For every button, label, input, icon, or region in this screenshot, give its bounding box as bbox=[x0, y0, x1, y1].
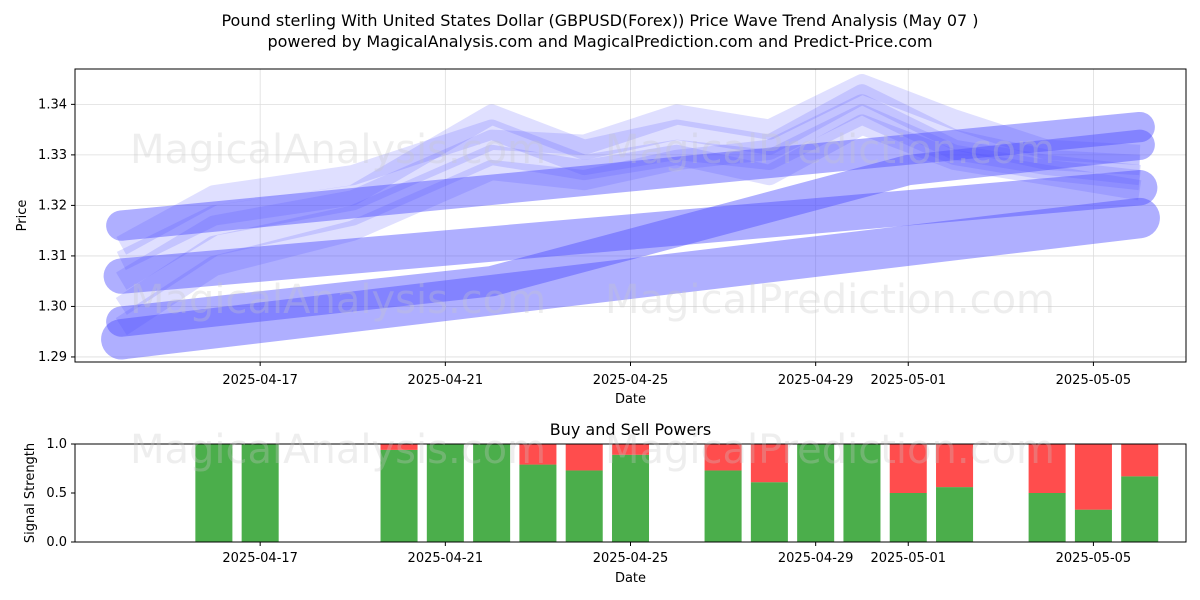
watermark: MagicalAnalysis.com bbox=[130, 427, 546, 473]
x-axis-label: Date bbox=[615, 392, 646, 407]
x-tick-label: 2025-05-05 bbox=[1056, 373, 1132, 388]
sell-bar bbox=[1028, 444, 1066, 493]
trend-bands bbox=[101, 74, 1160, 360]
y-tick-label: 0.5 bbox=[46, 486, 67, 501]
band-trend-upper bbox=[106, 111, 1155, 241]
watermark: MagicalPrediction.com bbox=[605, 427, 1055, 473]
x-tick-label: 2025-04-17 bbox=[222, 551, 298, 566]
y-axis-label: Price bbox=[15, 200, 30, 232]
signal-chart-title: Buy and Sell Powers bbox=[550, 420, 712, 439]
x-tick-label: 2025-04-25 bbox=[593, 551, 669, 566]
x-tick-label: 2025-04-25 bbox=[593, 373, 669, 388]
plot-frame bbox=[74, 443, 1187, 543]
buy-bar bbox=[1028, 493, 1066, 542]
watermark: MagicalPrediction.com bbox=[605, 127, 1055, 173]
buy-bar bbox=[195, 444, 233, 542]
band-wave-3 bbox=[115, 114, 1142, 315]
watermark: MagicalPrediction.com bbox=[605, 277, 1055, 323]
watermark: MagicalAnalysis.com bbox=[130, 127, 546, 173]
buy-bar bbox=[936, 487, 974, 542]
price-chart: 1.29 1.30 1.31 1.32 1.33 1.34 2025-04-17 2025-0… bbox=[15, 68, 1187, 407]
band-trend-mid bbox=[103, 170, 1158, 294]
signal-chart: Buy and Sell Powers 0.0 0.5 1.0 2025-04-17 20… bbox=[23, 420, 1187, 586]
x-tick-label: 2025-05-05 bbox=[1056, 551, 1132, 566]
buy-bar bbox=[473, 444, 511, 542]
sell-bar bbox=[565, 444, 603, 471]
buy-bar bbox=[1074, 509, 1112, 542]
band-trend-lower bbox=[101, 197, 1160, 360]
buy-bar bbox=[611, 454, 650, 542]
buy-bar bbox=[843, 444, 881, 542]
sell-bar bbox=[1121, 444, 1159, 477]
band-wave-1 bbox=[116, 84, 1141, 271]
chart-title-line2: powered by MagicalAnalysis.com and Magic… bbox=[267, 32, 932, 51]
sell-bar bbox=[889, 444, 927, 493]
band-wave-5 bbox=[115, 94, 1141, 336]
x-axis-label: Date bbox=[615, 571, 646, 586]
y-tick-label: 1.34 bbox=[38, 97, 67, 112]
y-tick-label: 1.0 bbox=[46, 437, 67, 452]
buy-bar bbox=[241, 444, 279, 542]
y-tick-label: 1.32 bbox=[38, 198, 67, 213]
y-axis-label: Signal Strength bbox=[23, 443, 38, 543]
x-tick-label: 2025-05-01 bbox=[870, 373, 946, 388]
y-tick-label: 1.33 bbox=[38, 148, 67, 163]
band-trend-steep bbox=[106, 129, 1155, 337]
buy-bar bbox=[565, 470, 603, 542]
band-wave-2 bbox=[116, 104, 1141, 255]
buy-bar bbox=[1121, 476, 1159, 542]
sell-bar bbox=[704, 444, 742, 471]
sell-bar bbox=[750, 444, 788, 483]
x-tick-label: 2025-04-17 bbox=[222, 373, 298, 388]
x-tick-label: 2025-04-29 bbox=[778, 373, 854, 388]
chart-title-line1: Pound sterling With United States Dollar… bbox=[221, 11, 978, 30]
x-tick-label: 2025-05-01 bbox=[870, 551, 946, 566]
buy-bar bbox=[889, 493, 927, 542]
sell-bar bbox=[936, 444, 974, 488]
sell-bar bbox=[611, 444, 650, 455]
x-tick-label: 2025-04-21 bbox=[408, 551, 484, 566]
watermark: MagicalAnalysis.com bbox=[130, 277, 546, 323]
y-tick-label: 0.0 bbox=[46, 535, 67, 550]
y-tick-label: 1.31 bbox=[38, 249, 67, 264]
x-tick-label: 2025-04-29 bbox=[778, 551, 854, 566]
sell-bar bbox=[1074, 444, 1112, 510]
sell-bar bbox=[519, 444, 557, 465]
sell-bar bbox=[380, 444, 418, 450]
x-tick-label: 2025-04-21 bbox=[408, 373, 484, 388]
buy-bar bbox=[380, 449, 418, 542]
y-tick-label: 1.30 bbox=[38, 299, 67, 314]
band-wave-4 bbox=[116, 74, 1141, 290]
buy-bar bbox=[519, 464, 557, 542]
y-tick-label: 1.29 bbox=[38, 350, 67, 365]
buy-bar bbox=[750, 482, 788, 542]
buy-bar bbox=[426, 444, 464, 542]
plot-frame bbox=[74, 68, 1187, 363]
buy-bar bbox=[797, 444, 835, 542]
buy-bar bbox=[704, 470, 742, 542]
